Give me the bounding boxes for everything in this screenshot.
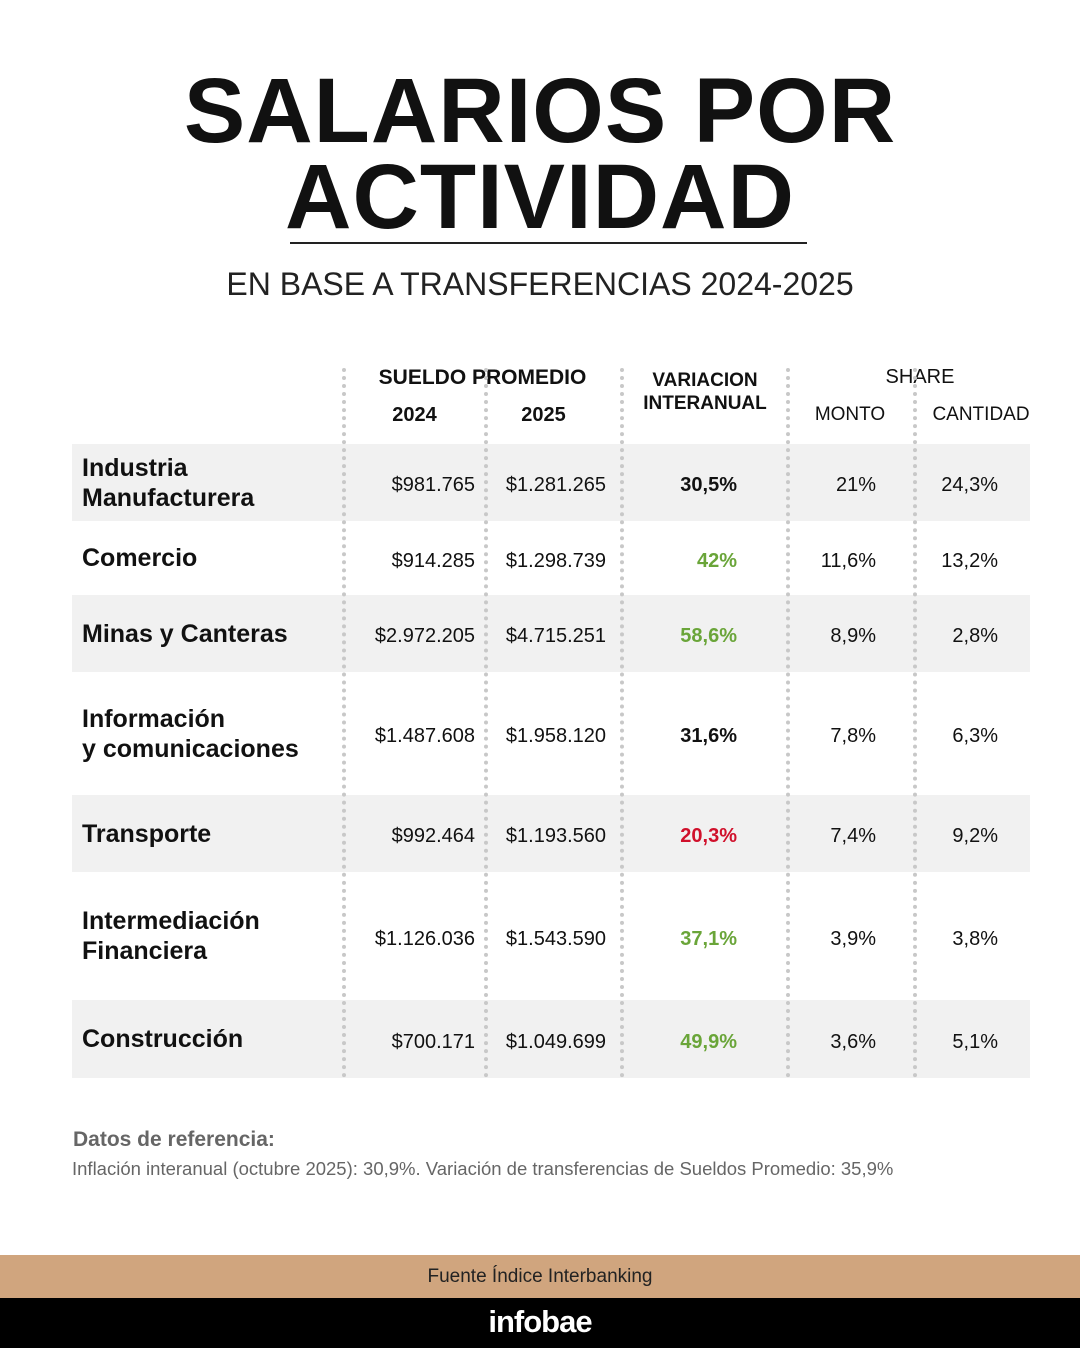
cell-monto: 3,6% (830, 1030, 876, 1053)
subtitle: EN BASE A TRANSFERENCIAS 2024-2025 (226, 266, 854, 302)
row-label: Transporte (82, 819, 212, 848)
table-row: Construcción $700.171 $1.049.699 49,9% 3,6% 5… (72, 1000, 1030, 1078)
table-row: Intermediación Financiera $1.126.036 $1.54… (72, 872, 1030, 1000)
header-2024: 2024 (392, 404, 437, 426)
divider (342, 368, 346, 1078)
header-monto: MONTO (814, 404, 886, 425)
cell-2024: $700.171 (391, 1030, 475, 1053)
header-share: SHARE (885, 366, 955, 388)
title-line-1: SALARIOS POR (183, 60, 897, 162)
divider (484, 368, 488, 1078)
cell-2024: $981.765 (391, 474, 475, 496)
row-label: Intermediación Financiera (82, 907, 260, 965)
header-2025: 2025 (521, 404, 566, 426)
cell-variacion: 58,6% (680, 625, 737, 647)
table-row: Información y comunicaciones $1.487.608 $1… (72, 672, 1030, 795)
cell-cantidad: 5,1% (952, 1030, 998, 1053)
cell-2024: $992.464 (391, 825, 475, 847)
table-row: Comercio $914.285 $1.298.739 42% 11,6% 13,2% (72, 521, 1030, 595)
cell-2025: $4.715.251 (505, 625, 606, 647)
cell-2024: $1.487.608 (374, 725, 475, 747)
reference-body: Inflación interanual (octubre 2025): 30,… (72, 1158, 894, 1179)
header-sueldo: SUELDO PROMEDIO (378, 366, 587, 389)
cell-variacion: 42% (696, 549, 737, 572)
header-cantidad: CANTIDAD (932, 404, 1030, 425)
cell-monto: 8,9% (830, 625, 876, 647)
page-title: SALARIOS POR ACTIVIDAD (0, 60, 1080, 248)
cell-monto: 21% (835, 474, 876, 496)
title-underline (290, 242, 807, 244)
cell-cantidad: 9,2% (952, 825, 998, 847)
source-bar: Fuente Índice Interbanking (0, 1255, 1080, 1298)
cell-monto: 11,6% (820, 549, 876, 572)
row-label: Industria Manufacturera (82, 453, 255, 512)
table-row: Industria Manufacturera $981.765 $1.281.26… (72, 444, 1030, 521)
cell-2025: $1.543.590 (505, 927, 606, 950)
cell-cantidad: 2,8% (952, 625, 998, 647)
row-label: Construcción (82, 1025, 244, 1053)
cell-variacion: 30,5% (680, 474, 737, 496)
cell-monto: 7,8% (830, 725, 876, 747)
cell-2025: $1.193.560 (505, 825, 606, 847)
cell-2025: $1.298.739 (505, 549, 606, 572)
cell-2025: $1.958.120 (505, 725, 606, 747)
cell-cantidad: 3,8% (952, 927, 998, 950)
header-variacion-1: VARIACION (652, 370, 758, 391)
divider (786, 368, 790, 1078)
cell-variacion: 37,1% (680, 927, 737, 950)
row-label: Información y comunicaciones (82, 704, 299, 763)
cell-cantidad: 13,2% (941, 549, 998, 572)
cell-cantidad: 24,3% (941, 474, 998, 496)
table-row: Minas y Canteras $2.972.205 $4.715.251 58,6… (72, 595, 1030, 672)
cell-2025: $1.281.265 (505, 474, 606, 496)
cell-2024: $914.285 (391, 549, 475, 572)
divider (620, 368, 624, 1078)
cell-2025: $1.049.699 (505, 1030, 606, 1053)
cell-monto: 3,9% (830, 927, 876, 950)
divider (913, 368, 917, 1078)
reference-title: Datos de referencia: (73, 1128, 275, 1151)
cell-variacion: 31,6% (680, 725, 737, 747)
cell-variacion: 20,3% (680, 825, 737, 847)
cell-2024: $1.126.036 (374, 927, 475, 950)
cell-variacion: 49,9% (680, 1030, 737, 1053)
title-line-2: ACTIVIDAD (285, 146, 795, 248)
cell-2024: $2.972.205 (374, 625, 475, 647)
header-variacion: VARIACION INTERANUAL (622, 369, 788, 415)
row-label: Minas y Canteras (82, 619, 288, 648)
header-variacion-2: INTERANUAL (643, 393, 767, 414)
row-label: Comercio (82, 544, 198, 572)
cell-cantidad: 6,3% (952, 725, 998, 747)
infobae-logo: infobae (0, 1298, 1080, 1348)
table-row: Transporte $992.464 $1.193.560 20,3% 7,4% 9,2… (72, 795, 1030, 872)
cell-monto: 7,4% (830, 825, 876, 847)
